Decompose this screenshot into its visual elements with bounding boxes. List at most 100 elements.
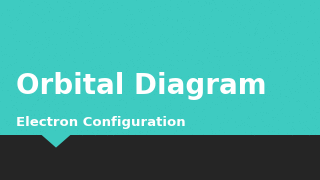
- Point: [292, 40, 297, 43]
- Point: [98, 50, 103, 53]
- Point: [38, 114, 43, 117]
- Point: [237, 20, 242, 23]
- Point: [233, 106, 238, 109]
- Point: [120, 99, 125, 102]
- Point: [293, 51, 299, 54]
- Point: [264, 85, 269, 88]
- Point: [65, 0, 70, 3]
- Point: [164, 40, 170, 43]
- Point: [125, 64, 131, 67]
- Point: [24, 21, 29, 24]
- Point: [233, 120, 238, 123]
- Point: [188, 127, 193, 129]
- Point: [12, 69, 17, 71]
- Point: [261, 124, 267, 127]
- Point: [262, 10, 267, 12]
- Point: [141, 27, 146, 30]
- Point: [83, 19, 88, 22]
- Point: [269, 125, 274, 127]
- Point: [254, 23, 260, 26]
- Point: [73, 42, 78, 45]
- Point: [109, 69, 114, 72]
- Point: [78, 0, 84, 2]
- Point: [33, 109, 38, 111]
- Point: [91, 91, 96, 94]
- Point: [231, 3, 236, 6]
- Point: [78, 33, 84, 36]
- Point: [176, 6, 181, 9]
- Point: [284, 94, 289, 97]
- Point: [50, 42, 55, 45]
- Point: [267, 27, 272, 30]
- Point: [245, 76, 251, 79]
- Point: [111, 67, 116, 70]
- Point: [272, 56, 277, 59]
- Point: [280, 3, 285, 5]
- Point: [11, 103, 16, 106]
- Point: [28, 125, 33, 128]
- Point: [191, 110, 196, 113]
- Point: [190, 79, 195, 82]
- Point: [198, 15, 203, 18]
- Point: [65, 12, 70, 14]
- Point: [230, 109, 235, 112]
- Point: [247, 0, 252, 2]
- Point: [38, 78, 44, 81]
- Point: [78, 112, 84, 115]
- Point: [135, 7, 140, 10]
- Point: [258, 11, 263, 14]
- Point: [118, 3, 123, 6]
- Point: [315, 39, 320, 42]
- Point: [94, 128, 100, 131]
- Point: [66, 53, 71, 55]
- Point: [140, 68, 145, 71]
- Point: [88, 31, 93, 34]
- Point: [61, 92, 66, 94]
- Point: [39, 134, 44, 136]
- Point: [200, 108, 205, 111]
- Point: [252, 133, 257, 136]
- Point: [58, 121, 63, 124]
- Point: [208, 15, 213, 18]
- Point: [16, 39, 21, 42]
- Point: [217, 126, 222, 129]
- Point: [266, 53, 271, 56]
- Point: [278, 8, 283, 11]
- Point: [277, 95, 282, 98]
- Point: [13, 71, 18, 74]
- Point: [86, 23, 92, 26]
- Point: [127, 48, 132, 50]
- Point: [134, 58, 140, 61]
- Point: [82, 121, 87, 124]
- Point: [305, 19, 310, 22]
- Point: [256, 22, 261, 25]
- Point: [88, 96, 93, 99]
- Point: [247, 59, 252, 62]
- Point: [279, 107, 284, 110]
- Point: [240, 71, 245, 74]
- Point: [293, 99, 298, 102]
- Point: [107, 7, 112, 10]
- Point: [19, 12, 24, 15]
- Point: [244, 50, 250, 53]
- Point: [174, 42, 180, 44]
- Point: [175, 67, 180, 69]
- Point: [308, 131, 313, 134]
- Point: [246, 125, 252, 128]
- Point: [97, 66, 102, 68]
- Point: [29, 56, 35, 59]
- Point: [191, 1, 196, 4]
- Point: [64, 50, 69, 53]
- Point: [147, 40, 152, 43]
- Point: [301, 2, 306, 5]
- Point: [75, 122, 80, 125]
- Point: [148, 8, 153, 11]
- Point: [171, 132, 176, 135]
- Point: [308, 77, 313, 80]
- Point: [60, 9, 65, 12]
- Point: [232, 80, 237, 83]
- Point: [26, 109, 31, 112]
- Point: [169, 25, 174, 28]
- Point: [146, 88, 151, 91]
- Point: [252, 82, 257, 84]
